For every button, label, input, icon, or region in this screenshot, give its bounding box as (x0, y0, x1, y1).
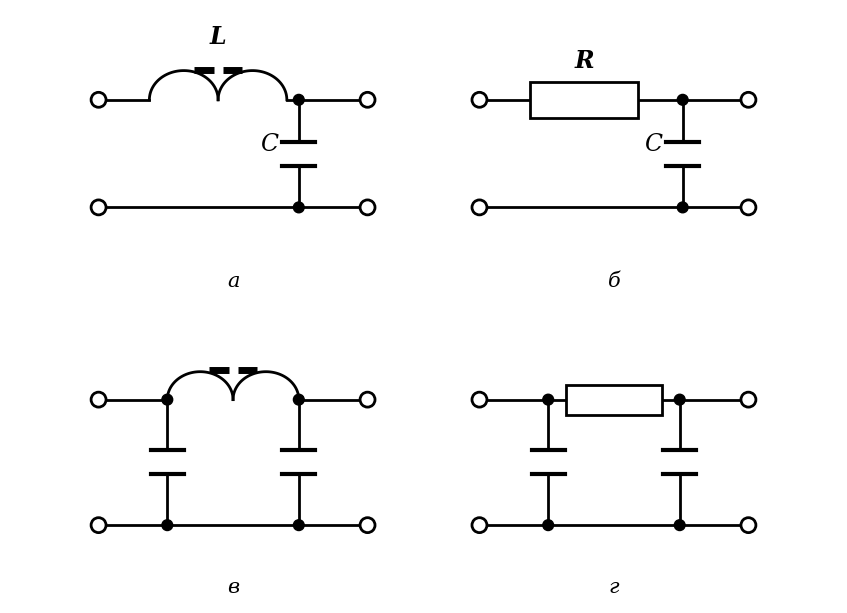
Circle shape (678, 202, 688, 213)
Circle shape (91, 392, 106, 407)
Circle shape (360, 93, 375, 107)
Circle shape (741, 93, 756, 107)
Circle shape (293, 202, 304, 213)
Circle shape (293, 94, 304, 105)
Circle shape (678, 94, 688, 105)
Circle shape (674, 394, 685, 405)
Circle shape (360, 518, 375, 533)
Circle shape (472, 93, 487, 107)
Text: L: L (210, 25, 226, 49)
Circle shape (472, 392, 487, 407)
Circle shape (162, 394, 173, 405)
Circle shape (293, 520, 304, 530)
Text: C: C (260, 133, 278, 156)
Text: C: C (644, 133, 662, 156)
Text: в: в (227, 578, 239, 597)
Text: R: R (574, 49, 594, 73)
Circle shape (91, 93, 106, 107)
Bar (566, 385, 662, 414)
Bar (530, 82, 638, 118)
Circle shape (741, 518, 756, 533)
Circle shape (360, 392, 375, 407)
Circle shape (543, 520, 554, 530)
Text: б: б (607, 272, 620, 291)
Circle shape (472, 518, 487, 533)
Circle shape (91, 518, 106, 533)
Circle shape (360, 200, 375, 215)
Circle shape (674, 520, 685, 530)
Circle shape (741, 392, 756, 407)
Circle shape (741, 200, 756, 215)
Circle shape (472, 200, 487, 215)
Circle shape (543, 394, 554, 405)
Circle shape (162, 520, 173, 530)
Text: г: г (609, 578, 619, 597)
Circle shape (91, 200, 106, 215)
Text: а: а (227, 272, 240, 291)
Circle shape (293, 394, 304, 405)
